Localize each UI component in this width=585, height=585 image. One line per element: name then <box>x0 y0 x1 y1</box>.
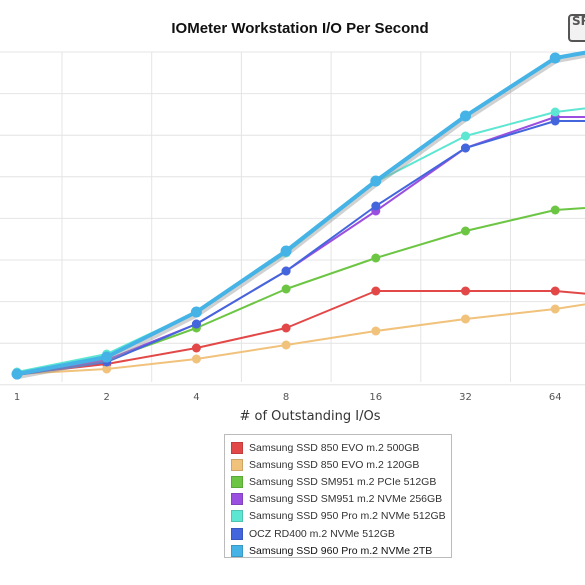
site-logo-text: SR <box>568 14 585 42</box>
data-point <box>281 284 291 294</box>
data-point <box>281 266 291 276</box>
data-point <box>191 343 201 353</box>
x-tick-label: 4 <box>193 392 199 403</box>
data-point <box>461 314 470 324</box>
chart-title: IOMeter Workstation I/O Per Second <box>171 20 428 37</box>
legend-label: OCZ RD400 m.2 NVMe 512GB <box>249 527 395 540</box>
x-tick-label: 2 <box>104 392 110 403</box>
series-1 <box>12 286 585 379</box>
x-tick-label: 16 <box>369 392 382 403</box>
series-line <box>16 207 585 375</box>
data-point <box>280 245 292 257</box>
legend-label: Samsung SSD SM951 m.2 PCIe 512GB <box>249 475 437 488</box>
data-point <box>281 323 291 333</box>
legend-swatch <box>231 510 243 523</box>
legend-item[interactable]: Samsung SSD 960 Pro m.2 NVMe 2TB <box>231 542 451 559</box>
series-2 <box>12 303 585 379</box>
data-point <box>550 205 560 215</box>
legend-swatch <box>231 544 243 557</box>
legend-swatch <box>231 493 243 506</box>
data-point <box>371 253 381 263</box>
legend-item[interactable]: Samsung SSD 950 Pro m.2 NVMe 512GB <box>231 508 451 525</box>
data-point <box>190 306 202 318</box>
series-layer <box>11 50 585 380</box>
legend-swatch <box>231 458 243 471</box>
data-point <box>371 286 381 296</box>
data-point <box>371 201 381 211</box>
series-line <box>16 120 585 376</box>
legend-item[interactable]: Samsung SSD SM951 m.2 NVMe 256GB <box>231 491 451 508</box>
legend-swatch <box>231 475 243 488</box>
series-6 <box>12 116 585 380</box>
data-point <box>102 364 112 374</box>
chart-grid <box>0 51 585 386</box>
data-point <box>461 286 470 296</box>
x-tick-labels: 1 2 4 8 16 32 64 <box>14 392 562 403</box>
data-point <box>281 340 291 350</box>
legend-swatch <box>231 441 243 454</box>
site-logo-icon: SR <box>568 14 585 44</box>
legend-label: Samsung SSD 960 Pro m.2 NVMe 2TB <box>249 544 433 557</box>
data-point <box>550 304 560 314</box>
legend-item[interactable]: Samsung SSD 850 EVO m.2 500GB <box>231 439 451 456</box>
data-point <box>11 368 23 380</box>
data-point <box>550 116 560 126</box>
series-line <box>16 303 585 375</box>
series-line <box>16 116 585 376</box>
series-7 <box>11 50 585 380</box>
legend-label: Samsung SSD SM951 m.2 NVMe 256GB <box>249 493 443 506</box>
series-line <box>16 107 585 373</box>
series-line-shadow <box>17 51 585 379</box>
legend-swatch <box>231 527 243 540</box>
series-line <box>16 50 585 376</box>
data-point <box>461 131 470 141</box>
legend-label: Samsung SSD 850 EVO m.2 500GB <box>249 441 420 454</box>
x-axis-label: # of Outstanding I/Os <box>239 409 380 424</box>
legend-label: Samsung SSD 850 EVO m.2 120GB <box>249 458 420 471</box>
series-line <box>16 290 585 375</box>
data-point <box>550 107 560 117</box>
data-point <box>550 286 560 296</box>
x-tick-label: 32 <box>459 392 472 403</box>
chart-legend: Samsung SSD 850 EVO m.2 500GB Samsung SSD… <box>224 434 452 558</box>
x-tick-label: 8 <box>283 392 289 403</box>
data-point <box>460 110 471 122</box>
x-tick-label: 64 <box>549 392 562 403</box>
legend-label: Samsung SSD 950 Pro m.2 NVMe 512GB <box>249 510 446 523</box>
data-point <box>371 326 381 336</box>
data-point <box>461 226 470 236</box>
legend-item[interactable]: Samsung SSD 850 EVO m.2 120GB <box>231 456 451 473</box>
x-tick-label: 1 <box>14 392 20 403</box>
data-point <box>549 52 561 64</box>
data-point <box>370 175 382 187</box>
data-point <box>461 143 470 153</box>
data-point <box>191 354 201 364</box>
data-point <box>101 351 113 363</box>
legend-item[interactable]: Samsung SSD SM951 m.2 PCIe 512GB <box>231 473 451 490</box>
legend-item[interactable]: OCZ RD400 m.2 NVMe 512GB <box>231 525 451 542</box>
data-point <box>191 319 201 329</box>
